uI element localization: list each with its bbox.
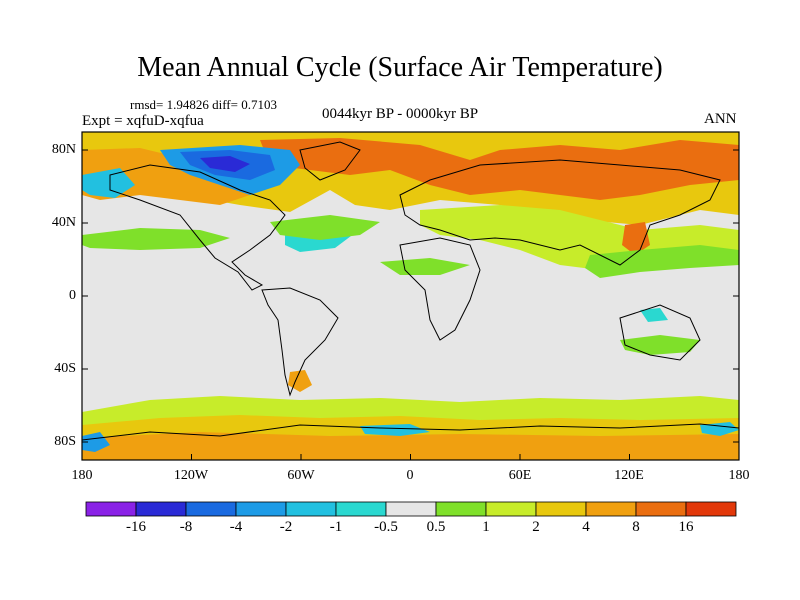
coast-greenland [299,141,361,181]
australia-cool [640,308,668,322]
colorbar-swatch [385,501,437,517]
australia-band [620,335,700,355]
greenland-cooling [200,156,250,172]
colorbar-swatch [635,501,687,517]
colorbar-swatch [185,501,237,517]
lat-label-80n: 80N [51,142,76,157]
colorbar-swatch [135,501,187,517]
coast-antarctica [82,423,739,441]
lon-label-60e: 60E [508,468,532,483]
arctic-strong-warm [260,138,739,200]
colorbar-swatch [85,501,137,517]
lon-label-180w: 180 [71,468,93,483]
colorbar-label: 0.5 [426,519,446,535]
lat-label-eq: 0 [69,288,76,303]
colorbar-swatch [435,501,487,517]
colorbar-label: 1 [482,519,490,535]
colorbar-swatch [535,501,587,517]
coast-africa [399,237,481,341]
colorbar-label: 2 [532,519,540,535]
coast-eurasia [399,159,721,266]
colorbar-swatch [335,501,387,517]
lon-label-120w: 120W [173,468,209,483]
coast-south-america [261,287,339,397]
colorbar-label: -4 [229,519,243,535]
coastlines [82,141,739,441]
north-atlantic-band [270,215,380,240]
colorbar-swatch [285,501,337,517]
experiment-label: Expt = xqfuD-xqfua [82,113,204,129]
lon-label-60w: 60W [287,468,315,483]
colorbar-label: 8 [632,519,640,535]
colorbar-label: -16 [126,519,146,535]
tropical-band [380,258,470,275]
colorbar-label: 16 [678,519,694,535]
period-label: 0044kyr BP - 0000kyr BP [322,106,479,122]
antarctic-orange [82,432,739,460]
colorbar-label: -8 [179,519,193,535]
colorbar-swatch [485,501,537,517]
north-pacific-band [82,228,230,250]
colorbar-swatch [235,501,287,517]
coast-australia [619,304,701,361]
map-field [82,132,739,460]
colorbar-label: -1 [329,519,343,535]
axis-ticks [81,149,740,460]
south-america-warm [288,370,312,392]
alaska-cooling [82,168,135,198]
colorbar-swatch [585,501,637,517]
lat-label-40s: 40S [54,361,76,376]
asia-warm-patch [622,222,650,255]
colorbar [85,501,737,517]
coast-north-america [109,164,286,291]
west-pacific-band [585,245,739,278]
lat-label-40n: 40N [51,215,76,230]
antarctic-cooling-west [82,432,110,452]
colorbar-label: 4 [582,519,590,535]
chart-title: Mean Annual Cycle (Surface Air Temperatu… [137,52,663,83]
colorbar-swatch [685,501,737,517]
lon-label-120e: 120E [614,468,644,483]
colorbar-label: -0.5 [374,519,398,535]
antarctic-cooling-east [360,424,430,436]
lon-label-180e: 180 [728,468,750,483]
season-label: ANN [704,111,737,127]
stats-text: rmsd= 1.94826 diff= 0.7103 [130,97,277,112]
lon-label-0: 0 [406,468,414,483]
colorbar-label: -2 [279,519,293,535]
lat-label-80s: 80S [54,434,76,449]
